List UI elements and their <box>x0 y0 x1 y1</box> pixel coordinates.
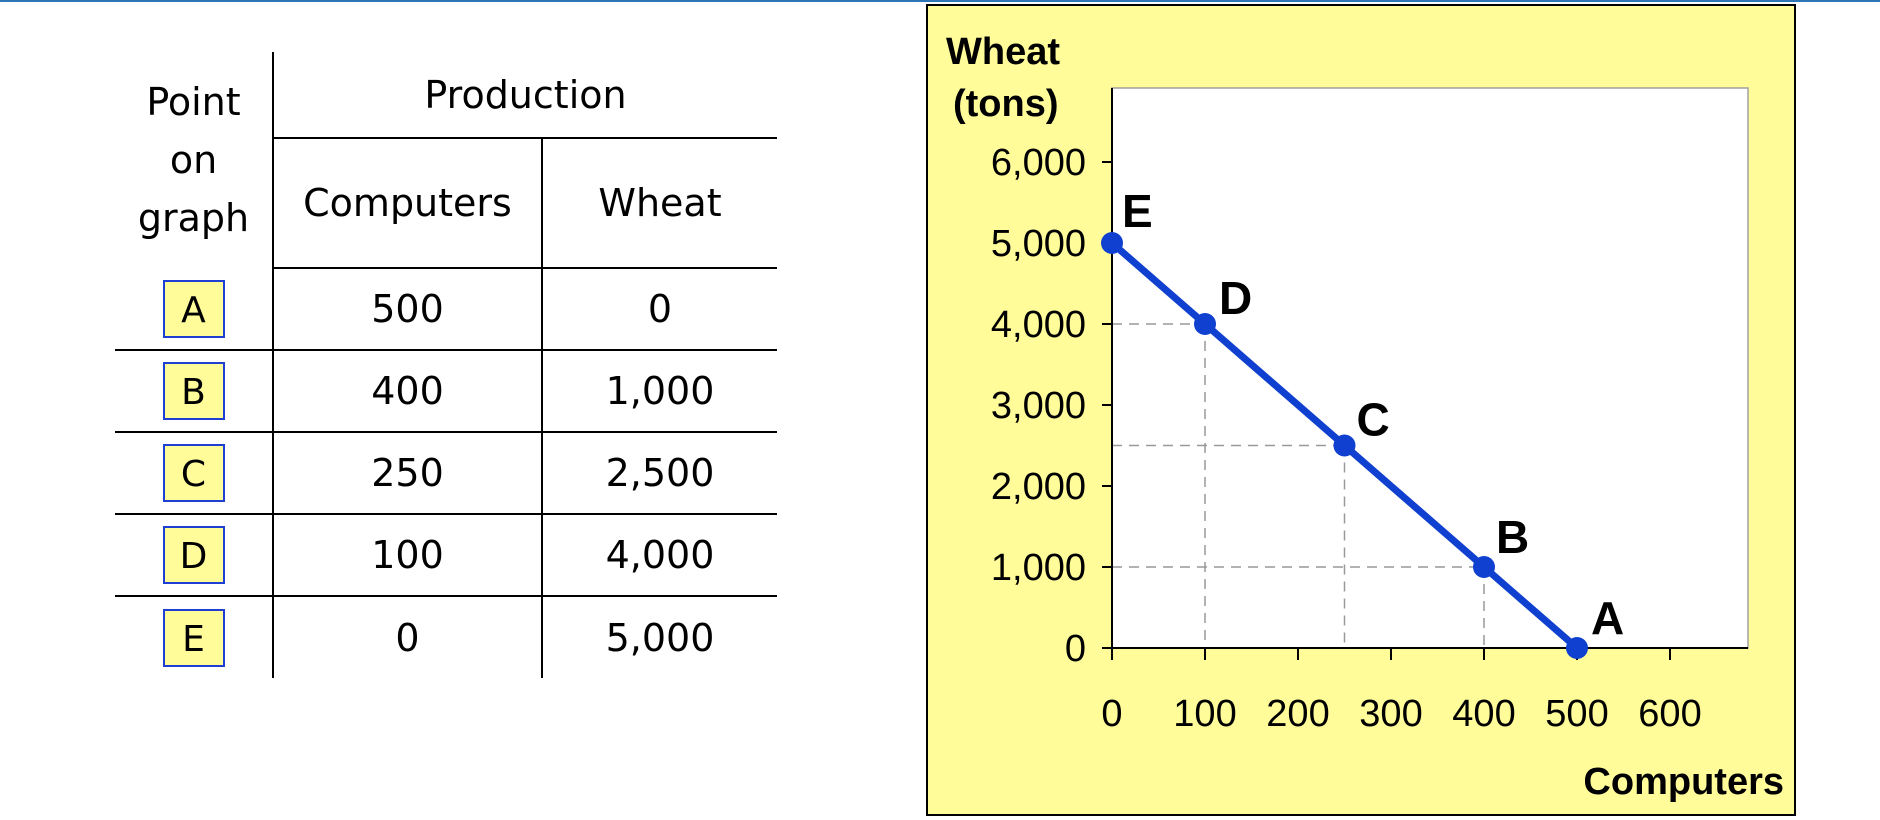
top-rule <box>0 0 1880 2</box>
point-label-b: B <box>1496 511 1529 563</box>
data-point-a <box>1566 637 1588 659</box>
axes <box>1111 88 1748 649</box>
point-label-d: D <box>1219 272 1252 324</box>
point-badge: B <box>162 362 225 420</box>
header-point-on-graph: Point on graph <box>115 52 273 268</box>
x-tick-label: 300 <box>1359 693 1422 735</box>
production-table: Point on graph Production Computers Whea… <box>115 52 777 678</box>
wheat-cell: 0 <box>541 268 777 351</box>
wheat-cell: 1,000 <box>541 350 777 433</box>
x-tick-label: 500 <box>1545 693 1608 735</box>
y-axis-title-line-2: (tons) <box>953 83 1059 125</box>
x-tick-label: 200 <box>1266 693 1329 735</box>
y-tick-label: 6,000 <box>991 142 1086 184</box>
point-badge: E <box>162 608 225 667</box>
point-cell: D <box>115 514 273 597</box>
data-point-d <box>1194 313 1216 335</box>
wheat-cell: 4,000 <box>541 514 777 597</box>
point-label-e: E <box>1122 185 1153 237</box>
table-row: C 250 2,500 <box>115 432 777 515</box>
header-point-line-1: Point <box>146 80 241 124</box>
computers-cell: 400 <box>272 350 542 433</box>
computers-cell: 100 <box>272 514 542 597</box>
y-tick-label: 1,000 <box>991 547 1086 589</box>
table-row: A 500 0 <box>115 268 777 351</box>
y-tick-label: 3,000 <box>991 385 1086 427</box>
x-tick-label: 0 <box>1101 693 1122 735</box>
y-axis-title-line-1: Wheat <box>946 31 1060 73</box>
point-cell: C <box>115 432 273 515</box>
wheat-cell: 5,000 <box>541 596 777 678</box>
header-computers: Computers <box>272 138 542 269</box>
table-row: E 0 5,000 <box>115 596 777 678</box>
point-badge: A <box>162 279 225 338</box>
labels: E D C B A <box>1122 185 1624 644</box>
computers-cell: 250 <box>272 432 542 515</box>
point-badge: D <box>162 526 225 584</box>
point-cell: B <box>115 350 273 433</box>
data-point-b <box>1473 556 1495 578</box>
y-tick-label: 0 <box>1065 628 1086 670</box>
table-row: D 100 4,000 <box>115 514 777 597</box>
y-tick-label: 2,000 <box>991 466 1086 508</box>
point-cell: A <box>115 268 273 351</box>
point-badge: C <box>162 444 225 502</box>
dashed-guides <box>1112 323 1485 648</box>
point-label-c: C <box>1357 394 1390 446</box>
y-tick-label: 4,000 <box>991 304 1086 346</box>
series <box>1101 232 1588 659</box>
x-tick-label: 600 <box>1638 693 1701 735</box>
x-tick-label: 100 <box>1173 693 1236 735</box>
data-point-e <box>1101 232 1123 254</box>
ppf-chart: 0 1,000 2,000 3,000 4,000 5,000 6,000 0 100 200 30… <box>926 4 1796 816</box>
point-label-a: A <box>1591 592 1624 644</box>
plot-area <box>1111 87 1749 649</box>
data-point-c <box>1333 434 1356 457</box>
y-tick-label: 5,000 <box>991 223 1086 265</box>
header-production: Production <box>272 52 777 139</box>
ticks: 0 1,000 2,000 3,000 4,000 5,000 6,000 0 100 200 30… <box>991 142 1702 735</box>
computers-cell: 0 <box>272 596 542 678</box>
header-point-line-3: graph <box>137 196 250 240</box>
point-cell: E <box>115 596 273 678</box>
computers-cell: 500 <box>272 268 542 351</box>
ppf-chart-svg: 0 1,000 2,000 3,000 4,000 5,000 6,000 0 100 200 30… <box>926 4 1796 816</box>
x-tick-label: 400 <box>1452 693 1515 735</box>
table-row: B 400 1,000 <box>115 350 777 433</box>
wheat-cell: 2,500 <box>541 432 777 515</box>
header-point-line-2: on <box>169 138 218 182</box>
x-axis-title: Computers <box>1583 761 1784 803</box>
header-wheat: Wheat <box>541 138 777 269</box>
